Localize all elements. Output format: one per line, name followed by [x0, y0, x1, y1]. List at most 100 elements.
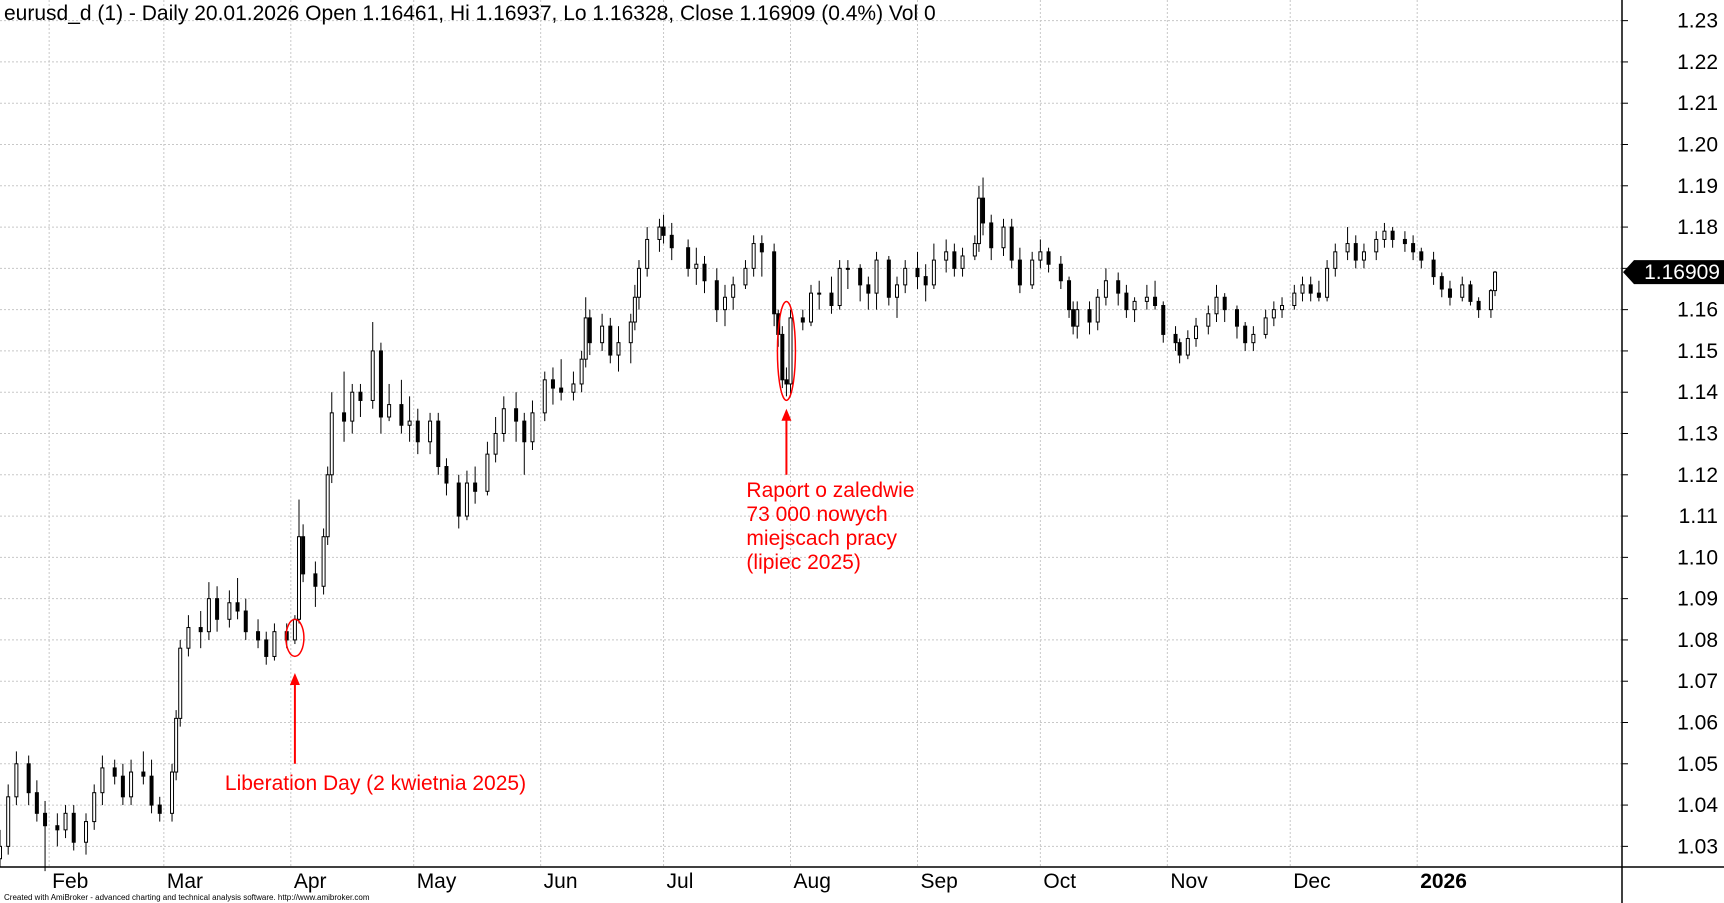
candle — [874, 251, 879, 310]
candle-body — [34, 792, 39, 814]
candle-body — [1103, 280, 1108, 298]
candle — [1280, 297, 1285, 318]
candle — [694, 247, 699, 285]
candle — [923, 264, 928, 302]
candle-body — [976, 197, 981, 245]
candle-body — [1144, 296, 1149, 302]
candle-body — [772, 251, 777, 315]
candle-body — [923, 276, 928, 286]
candle-body — [1476, 300, 1481, 311]
candle-body — [522, 420, 527, 443]
candle-body — [530, 412, 535, 443]
candle — [616, 326, 621, 372]
candle — [866, 276, 871, 310]
candle-body — [784, 379, 789, 385]
candle-body — [600, 325, 605, 344]
x-tick-label: 2026 — [1420, 870, 1467, 893]
candle-body — [714, 280, 719, 311]
highlight-ellipse — [776, 300, 797, 402]
candle — [243, 598, 248, 640]
candle-body — [731, 284, 736, 298]
y-tick-label: 1.05 — [1677, 753, 1718, 776]
candle — [702, 255, 707, 294]
candle-body — [84, 821, 89, 843]
y-tick-label: 1.15 — [1677, 340, 1718, 363]
candle-body — [141, 771, 146, 777]
candle — [1222, 293, 1227, 323]
candle-body — [174, 717, 179, 773]
candle — [26, 755, 31, 806]
candle-body — [436, 420, 441, 468]
candle — [530, 400, 535, 451]
x-tick-label: Sep — [920, 870, 957, 893]
candle-body — [1411, 243, 1416, 253]
candle — [550, 367, 555, 405]
candle-body — [1161, 305, 1166, 335]
candle-body — [972, 243, 977, 257]
candle — [1173, 326, 1178, 351]
x-tick-label: Apr — [294, 870, 327, 893]
annotation-arrowhead — [289, 672, 300, 685]
candle-body — [1361, 251, 1366, 261]
candle — [55, 813, 60, 847]
candle — [1382, 222, 1387, 248]
x-tick-label: Jul — [667, 870, 694, 893]
candle-body — [1390, 230, 1395, 240]
candle — [1087, 301, 1092, 335]
candle — [1009, 218, 1014, 269]
candle-body — [780, 333, 785, 381]
candle-body — [1194, 325, 1199, 340]
candle-body — [960, 255, 965, 269]
candle — [1402, 231, 1407, 252]
candle-body — [493, 433, 498, 455]
candle — [206, 582, 211, 640]
candle-body — [272, 631, 277, 657]
candle — [632, 284, 637, 331]
candle — [415, 408, 420, 455]
candle — [1411, 235, 1416, 261]
candle-body — [944, 251, 949, 261]
candle — [329, 392, 334, 484]
candle — [297, 499, 302, 624]
candle — [1153, 280, 1158, 310]
candle-body — [632, 296, 637, 323]
candle-body — [628, 321, 633, 344]
candle-body — [788, 317, 793, 385]
candle-body — [686, 247, 691, 269]
candle-body — [571, 383, 576, 393]
candle — [1234, 305, 1239, 339]
candle-body — [1009, 226, 1014, 261]
candles — [0, 177, 1498, 872]
last-price-tag-shape — [1623, 260, 1724, 285]
candle-body — [1075, 309, 1080, 327]
candle — [559, 359, 564, 401]
candle-body — [886, 259, 891, 298]
y-tick-label: 1.06 — [1677, 712, 1718, 735]
candle-body — [0, 845, 2, 860]
candle-body — [157, 804, 162, 814]
candle — [370, 322, 375, 409]
y-tick-label: 1.10 — [1677, 546, 1718, 569]
last-price-label: 1.16909 — [1644, 261, 1720, 284]
y-tick-label: 1.04 — [1677, 794, 1718, 817]
candle-body — [915, 267, 920, 278]
candle — [399, 379, 404, 434]
candle — [1095, 289, 1100, 331]
candle-body — [583, 317, 588, 360]
candle — [1361, 243, 1366, 269]
candle-body — [387, 404, 392, 418]
candle — [972, 235, 977, 261]
y-tick-label: 1.14 — [1677, 381, 1718, 404]
candle — [100, 755, 105, 806]
y-tick-label: 1.12 — [1677, 464, 1718, 487]
candle-body — [587, 317, 592, 344]
candle-body — [1038, 251, 1043, 261]
candle — [178, 639, 183, 727]
candle-body — [661, 226, 666, 236]
y-tick-label: 1.21 — [1677, 92, 1718, 115]
candle — [1345, 227, 1350, 261]
candle — [661, 214, 666, 244]
x-tick-label: May — [417, 870, 457, 893]
candle — [6, 784, 11, 855]
candle — [809, 284, 813, 327]
